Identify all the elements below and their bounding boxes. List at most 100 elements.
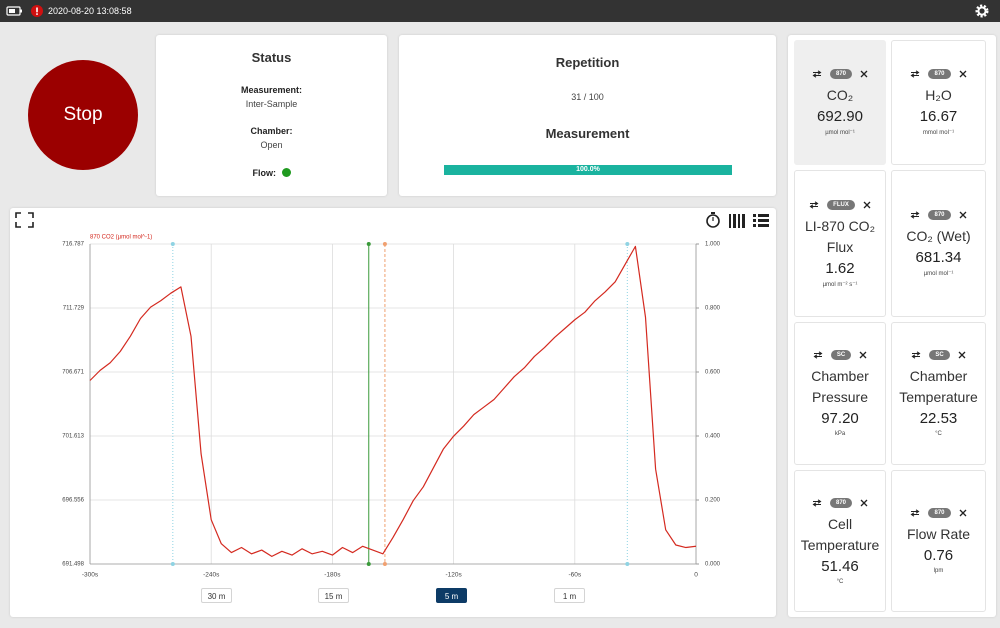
close-icon[interactable] bbox=[860, 70, 868, 78]
marker-handle[interactable] bbox=[170, 242, 175, 246]
marker-handle[interactable] bbox=[170, 562, 175, 566]
swap-icon[interactable] bbox=[910, 509, 920, 517]
swap-icon[interactable] bbox=[812, 498, 822, 507]
settings-icon[interactable] bbox=[975, 4, 989, 18]
swap-arrows bbox=[911, 509, 920, 517]
close-cross bbox=[959, 70, 966, 78]
tile-header: 870 bbox=[910, 69, 966, 79]
tile-value: 97.20 bbox=[821, 410, 859, 427]
tile-value: 0.76 bbox=[923, 547, 954, 564]
sensor-badge: 870 bbox=[829, 497, 852, 508]
swap-icon[interactable] bbox=[809, 200, 819, 209]
x-tick-label: -240s bbox=[203, 572, 220, 579]
reading-tile[interactable]: SC Chamber Pressure 97.20 kPa bbox=[794, 322, 886, 465]
progress-track: 100.0% bbox=[444, 165, 732, 175]
bar bbox=[729, 214, 731, 228]
swap-icon[interactable] bbox=[911, 351, 921, 359]
repetition-card: Repetition 31 / 100 Measurement 100.0% bbox=[399, 35, 776, 196]
tile-value: 692.90 bbox=[817, 108, 863, 125]
y-tick-label: 716.787 bbox=[62, 242, 84, 248]
x-tick-label: -180s bbox=[324, 572, 341, 579]
tile-unit: µmol mol⁻¹ bbox=[923, 271, 954, 277]
reading-tile[interactable]: 870 CO₂ (Wet) 681.34 µmol mol⁻¹ bbox=[891, 170, 986, 317]
y2-tick-label: 0.400 bbox=[705, 434, 721, 440]
y2-tick-label: 0.200 bbox=[705, 498, 721, 504]
flow-label: Flow: bbox=[252, 168, 276, 178]
list-icon[interactable] bbox=[753, 214, 769, 227]
swap-arrows bbox=[813, 351, 823, 359]
y-tick-label: 706.671 bbox=[62, 370, 84, 376]
close-cross bbox=[863, 201, 871, 208]
reading-tile[interactable]: SC Chamber Temperature 22.53 °C bbox=[891, 322, 986, 465]
tile-name: Chamber Temperature bbox=[899, 368, 978, 405]
timestamp: 2020-08-20 13:08:58 bbox=[48, 6, 132, 16]
marker-handle[interactable] bbox=[382, 562, 387, 566]
swap-icon[interactable] bbox=[813, 351, 823, 359]
close-icon[interactable] bbox=[959, 509, 967, 517]
close-icon[interactable] bbox=[859, 351, 867, 359]
swap-arrows bbox=[911, 211, 920, 219]
row bbox=[758, 219, 769, 222]
battery-tip bbox=[20, 9, 22, 13]
swap-icon[interactable] bbox=[812, 70, 822, 78]
tile-name: Chamber Pressure bbox=[811, 368, 869, 405]
row bbox=[758, 224, 769, 227]
battery-level bbox=[9, 9, 15, 13]
range-button[interactable]: 15 m bbox=[318, 588, 349, 603]
x-tick-label: -300s bbox=[82, 572, 99, 579]
y-tick-label: 701.613 bbox=[62, 434, 84, 440]
tile-name: H₂O bbox=[925, 87, 952, 103]
status-icons bbox=[6, 5, 43, 17]
battery-icon bbox=[6, 6, 21, 16]
stop-button[interactable]: Stop bbox=[28, 60, 138, 170]
close-cross bbox=[959, 211, 966, 219]
reading-tile[interactable]: 870 Flow Rate 0.76 lpm bbox=[891, 470, 986, 612]
tile-name: CO₂ (Wet) bbox=[906, 228, 971, 244]
tile-header: 870 bbox=[812, 497, 868, 508]
alert-mark bbox=[36, 7, 38, 13]
swap-icon[interactable] bbox=[910, 211, 920, 219]
marker-handle[interactable] bbox=[382, 242, 387, 246]
tile-unit: µmol m⁻² s⁻¹ bbox=[822, 281, 858, 288]
series-label: 870 CO2 (µmol mol^-1) bbox=[90, 235, 152, 241]
tile-name: CO₂ bbox=[826, 87, 854, 103]
range-button[interactable]: 5 m bbox=[436, 588, 467, 603]
alert-dot bbox=[36, 13, 38, 15]
sensor-badge: 870 bbox=[829, 69, 852, 79]
range-button[interactable]: 30 m bbox=[201, 588, 232, 603]
measurement-label: Measurement: bbox=[240, 85, 303, 95]
reading-tile[interactable]: 870 Cell Temperature 51.46 °C bbox=[794, 470, 886, 612]
reading-tile[interactable]: 870 CO₂ 692.90 µmol mol⁻¹ bbox=[794, 40, 886, 165]
tile-header: SC bbox=[813, 350, 867, 360]
marker-handle[interactable] bbox=[366, 562, 371, 566]
sensor-badge: SC bbox=[929, 350, 950, 360]
reading-tile[interactable]: FLUX LI-870 CO₂ Flux 1.62 µmol m⁻² s⁻¹ bbox=[794, 170, 886, 317]
close-icon[interactable] bbox=[863, 201, 871, 209]
status-title: Status bbox=[251, 50, 292, 65]
close-cross bbox=[860, 499, 868, 506]
marker-handle[interactable] bbox=[366, 242, 371, 246]
marker-handle[interactable] bbox=[625, 562, 630, 566]
bar bbox=[742, 214, 745, 228]
measurement-title: Measurement bbox=[545, 126, 630, 141]
reading-tile[interactable]: 870 H₂O 16.67 mmol mol⁻¹ bbox=[891, 40, 986, 165]
progress-label: 100.0% bbox=[576, 166, 600, 173]
tile-value: 16.67 bbox=[919, 108, 958, 125]
y2-tick-label: 0.600 bbox=[705, 370, 721, 376]
tile-value: 51.46 bbox=[821, 557, 859, 575]
swap-icon[interactable] bbox=[910, 70, 920, 78]
close-icon[interactable] bbox=[959, 70, 967, 78]
close-icon[interactable] bbox=[959, 211, 967, 219]
close-icon[interactable] bbox=[860, 499, 868, 507]
timer-icon[interactable] bbox=[706, 212, 720, 228]
close-cross bbox=[860, 70, 868, 78]
marker-handle[interactable] bbox=[625, 242, 630, 246]
columns-icon[interactable] bbox=[729, 214, 745, 228]
bullet bbox=[753, 214, 756, 217]
range-button[interactable]: 1 m bbox=[554, 588, 585, 603]
x-tick-label: 0 bbox=[694, 572, 698, 579]
tile-unit: °C bbox=[836, 578, 844, 585]
close-icon[interactable] bbox=[958, 351, 966, 359]
fullscreen-icon[interactable] bbox=[15, 212, 34, 228]
